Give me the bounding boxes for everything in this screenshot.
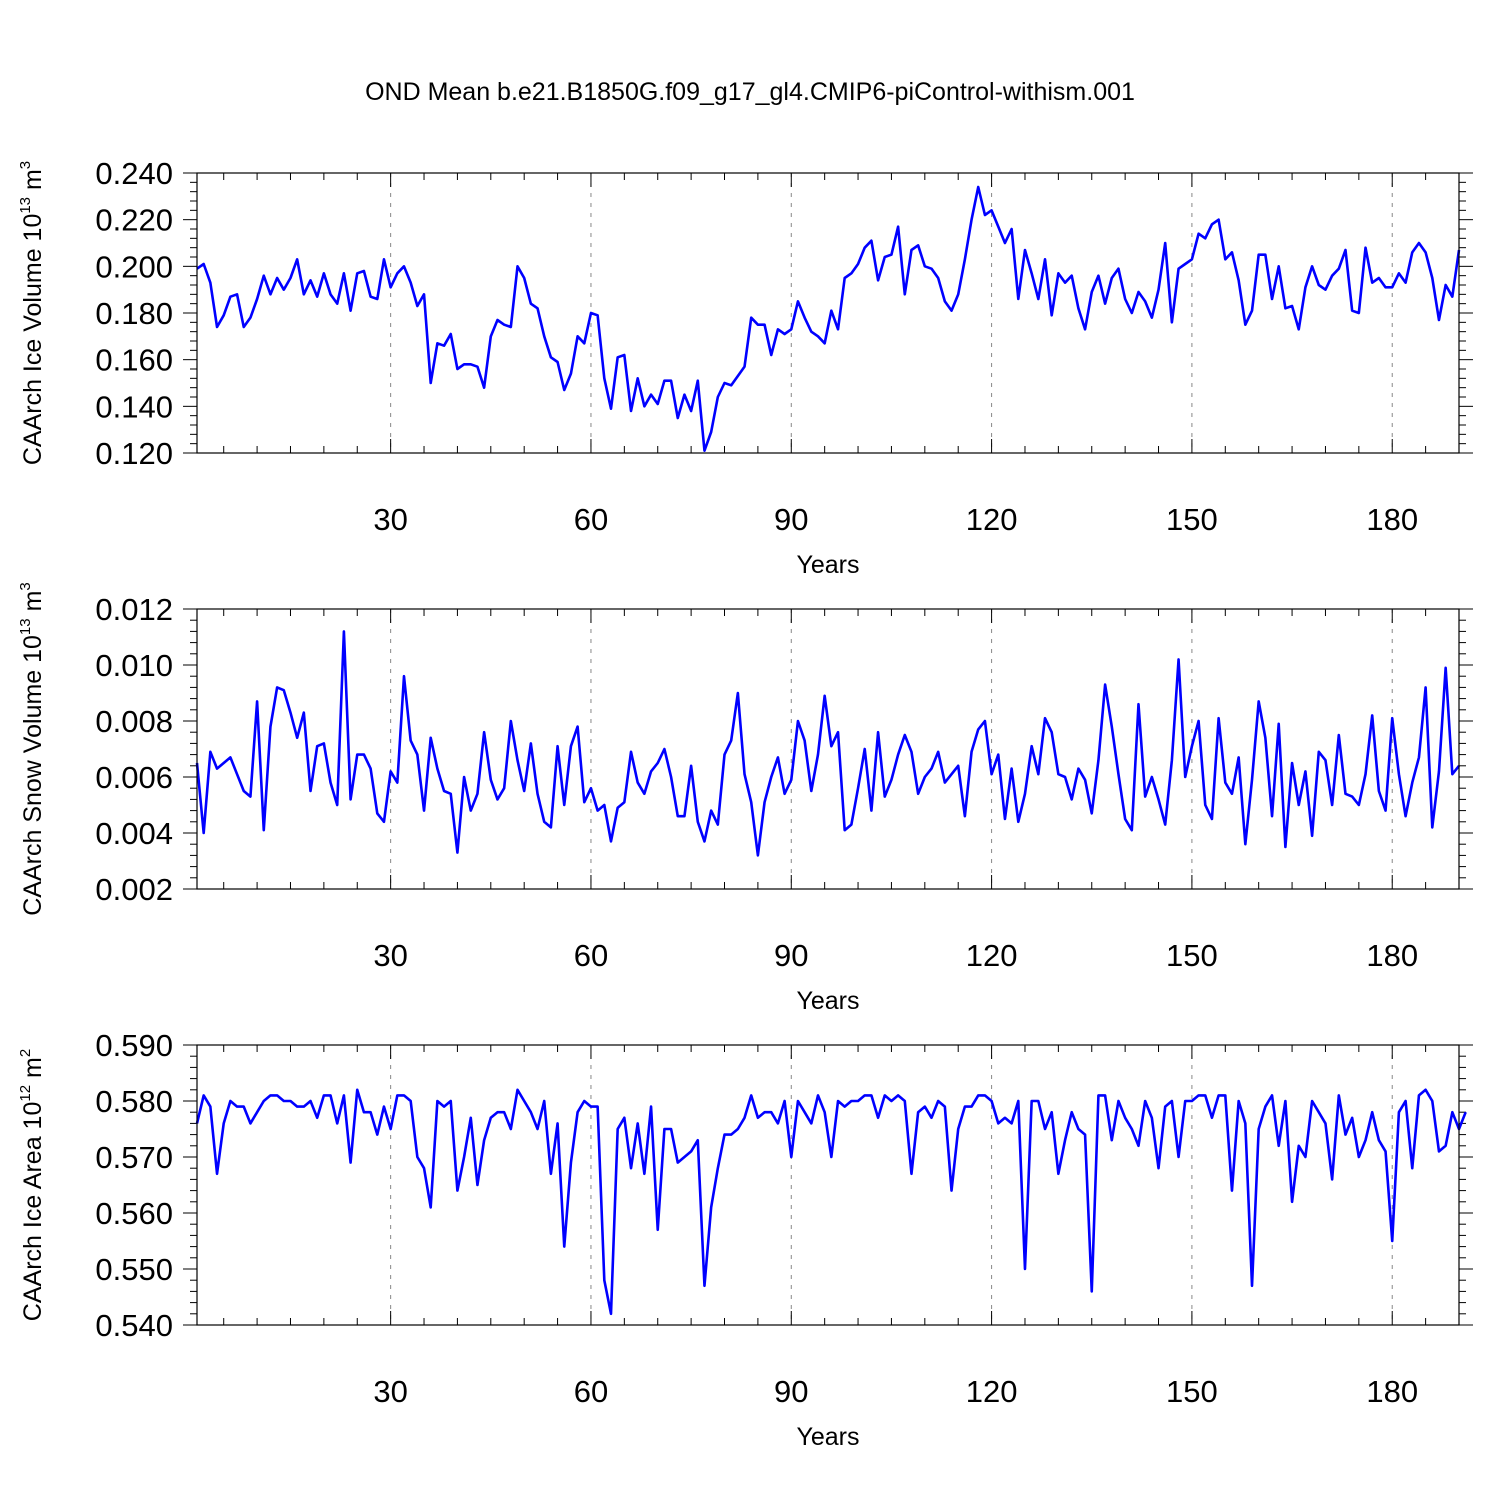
x-tick-label: 180 — [1366, 1374, 1418, 1409]
y-tick-label: 0.004 — [95, 816, 173, 851]
x-tick-label: 90 — [774, 1374, 808, 1409]
y-axis-label-part: 3 — [17, 582, 34, 590]
y-axis-label-part: CAArch Snow Volume 10 — [19, 635, 47, 916]
series-line-snow_volume — [195, 630, 1461, 857]
x-axis-label: Years — [796, 987, 859, 1015]
y-tick-label: 0.200 — [95, 249, 173, 284]
chart-panel-1: 0.120 0.140 0.160 0.180 0.200 0.220 0.240 30 60 9… — [17, 156, 1473, 579]
y-axis-label-part: 2 — [17, 1049, 34, 1057]
x-tick-label: 180 — [1366, 938, 1418, 973]
chart-panel-3: 0.540 0.550 0.560 0.570 0.580 0.590 30 60 90 120 1… — [17, 1028, 1473, 1451]
y-tick-label: 0.180 — [95, 296, 173, 331]
series-line-ice_volume — [196, 185, 1461, 452]
y-tick-label: 0.590 — [95, 1028, 173, 1063]
x-tick-label: 60 — [574, 1374, 608, 1409]
x-tick-label: 150 — [1166, 1374, 1218, 1409]
x-tick-label: 60 — [574, 502, 608, 537]
y-tick-label: 0.580 — [95, 1084, 173, 1119]
y-axis-label-part: m — [19, 591, 47, 619]
y-axis-label-part: 12 — [17, 1085, 34, 1102]
plot-frame — [196, 1044, 1460, 1326]
x-tick-label: 90 — [774, 938, 808, 973]
x-tick-label: 150 — [1166, 502, 1218, 537]
y-axis-label: CAArch Snow Volume 1013 m3 — [17, 582, 47, 916]
y-axis-label-part: 3 — [17, 161, 34, 169]
y-axis-label: CAArch Ice Volume 1013 m3 — [17, 161, 47, 465]
chart-panel-2: 0.002 0.004 0.006 0.008 0.010 0.012 30 60 90 120 1… — [17, 582, 1473, 1015]
y-tick-label: 0.120 — [95, 436, 173, 471]
x-tick-label: 90 — [774, 502, 808, 537]
x-tick-label: 120 — [966, 1374, 1018, 1409]
y-axis-label-part: 13 — [17, 618, 34, 635]
y-axis-label-part: m — [19, 169, 47, 197]
y-tick-label: 0.140 — [95, 389, 173, 424]
y-tick-label: 0.012 — [95, 592, 173, 627]
y-tick-label: 0.540 — [95, 1308, 173, 1343]
x-axis-label: Years — [796, 551, 859, 579]
x-axis-label: Years — [796, 1423, 859, 1451]
y-tick-label: 0.570 — [95, 1140, 173, 1175]
x-tick-label: 30 — [373, 1374, 407, 1409]
y-axis-label-part: CAArch Ice Volume 10 — [19, 214, 47, 466]
y-axis-label-part: CAArch Ice Area 10 — [19, 1102, 47, 1322]
x-tick-label: 150 — [1166, 938, 1218, 973]
y-axis-label: CAArch Ice Area 1012 m2 — [17, 1049, 47, 1321]
y-tick-label: 0.008 — [95, 704, 173, 739]
y-tick-label: 0.160 — [95, 343, 173, 378]
plot-frame — [196, 172, 1460, 454]
y-tick-label: 0.002 — [95, 872, 173, 907]
y-tick-label: 0.550 — [95, 1252, 173, 1287]
x-tick-label: 180 — [1366, 502, 1418, 537]
y-axis-label-part: 13 — [17, 197, 34, 214]
y-tick-label: 0.010 — [95, 648, 173, 683]
y-tick-label: 0.220 — [95, 203, 173, 238]
y-tick-label: 0.006 — [95, 760, 173, 795]
y-tick-label: 0.560 — [95, 1196, 173, 1231]
x-tick-label: 30 — [373, 938, 407, 973]
x-tick-label: 60 — [574, 938, 608, 973]
series-line-ice_area — [195, 1088, 1467, 1316]
plot-frame — [196, 608, 1460, 890]
x-tick-label: 120 — [966, 502, 1018, 537]
chart-title: OND Mean b.e21.B1850G.f09_g17_gl4.CMIP6-… — [365, 78, 1135, 106]
x-tick-label: 30 — [373, 502, 407, 537]
y-tick-label: 0.240 — [95, 156, 173, 191]
y-axis-label-part: m — [19, 1057, 47, 1085]
x-tick-label: 120 — [966, 938, 1018, 973]
